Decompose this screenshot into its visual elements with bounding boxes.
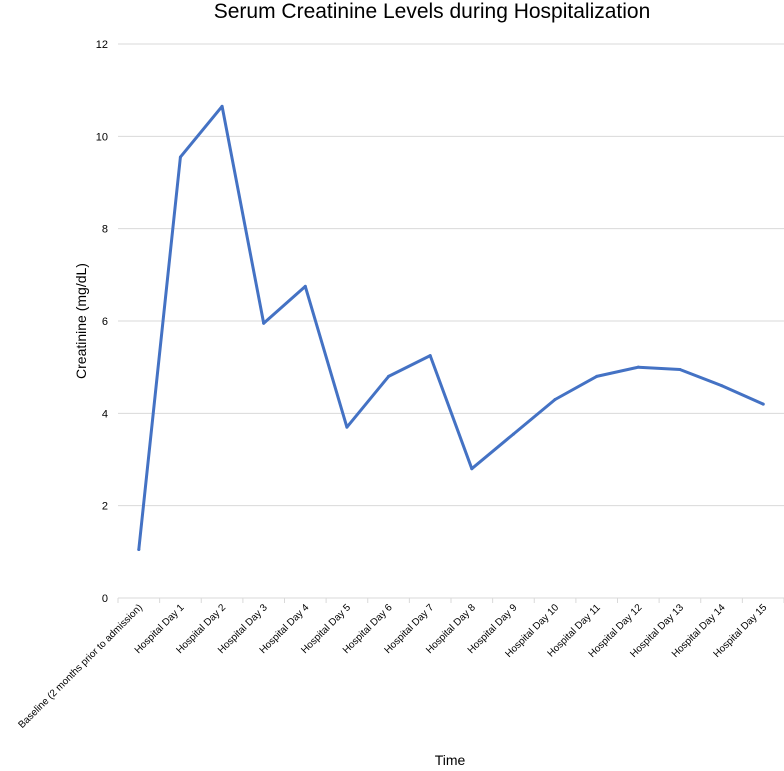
y-axis-ticks: 0 2 4 6 8 10 12 bbox=[96, 39, 108, 605]
y-tick-label: 12 bbox=[96, 39, 108, 51]
data-point bbox=[303, 284, 307, 288]
x-axis-title: Time bbox=[435, 752, 466, 766]
series-line bbox=[137, 104, 765, 551]
y-tick-label: 4 bbox=[102, 408, 108, 420]
y-tick-label: 0 bbox=[102, 593, 108, 605]
data-point bbox=[428, 354, 432, 358]
chart-title: Serum Creatinine Levels during Hospitali… bbox=[214, 0, 651, 23]
data-point bbox=[678, 367, 682, 371]
gridlines bbox=[118, 43, 784, 599]
data-point bbox=[345, 425, 349, 429]
data-point bbox=[470, 467, 474, 471]
x-axis-ticks: Baseline (2 months prior to admission)Ho… bbox=[16, 598, 784, 731]
data-point bbox=[761, 402, 765, 406]
data-point bbox=[553, 397, 557, 401]
data-point bbox=[720, 384, 724, 388]
y-tick-label: 2 bbox=[102, 501, 108, 513]
y-tick-label: 6 bbox=[102, 316, 108, 328]
x-tick-label: Baseline (2 months prior to admission) bbox=[16, 602, 144, 730]
data-point bbox=[137, 548, 141, 552]
data-point bbox=[387, 374, 391, 378]
y-tick-label: 8 bbox=[102, 224, 108, 236]
y-tick-label: 10 bbox=[96, 131, 108, 143]
data-point bbox=[262, 321, 266, 325]
y-axis-title: Creatinine (mg/dL) bbox=[73, 263, 89, 379]
series-layer bbox=[137, 104, 765, 552]
data-point bbox=[636, 365, 640, 369]
data-point bbox=[220, 104, 224, 108]
data-point bbox=[511, 432, 515, 436]
data-point bbox=[595, 374, 599, 378]
data-point bbox=[178, 155, 182, 159]
